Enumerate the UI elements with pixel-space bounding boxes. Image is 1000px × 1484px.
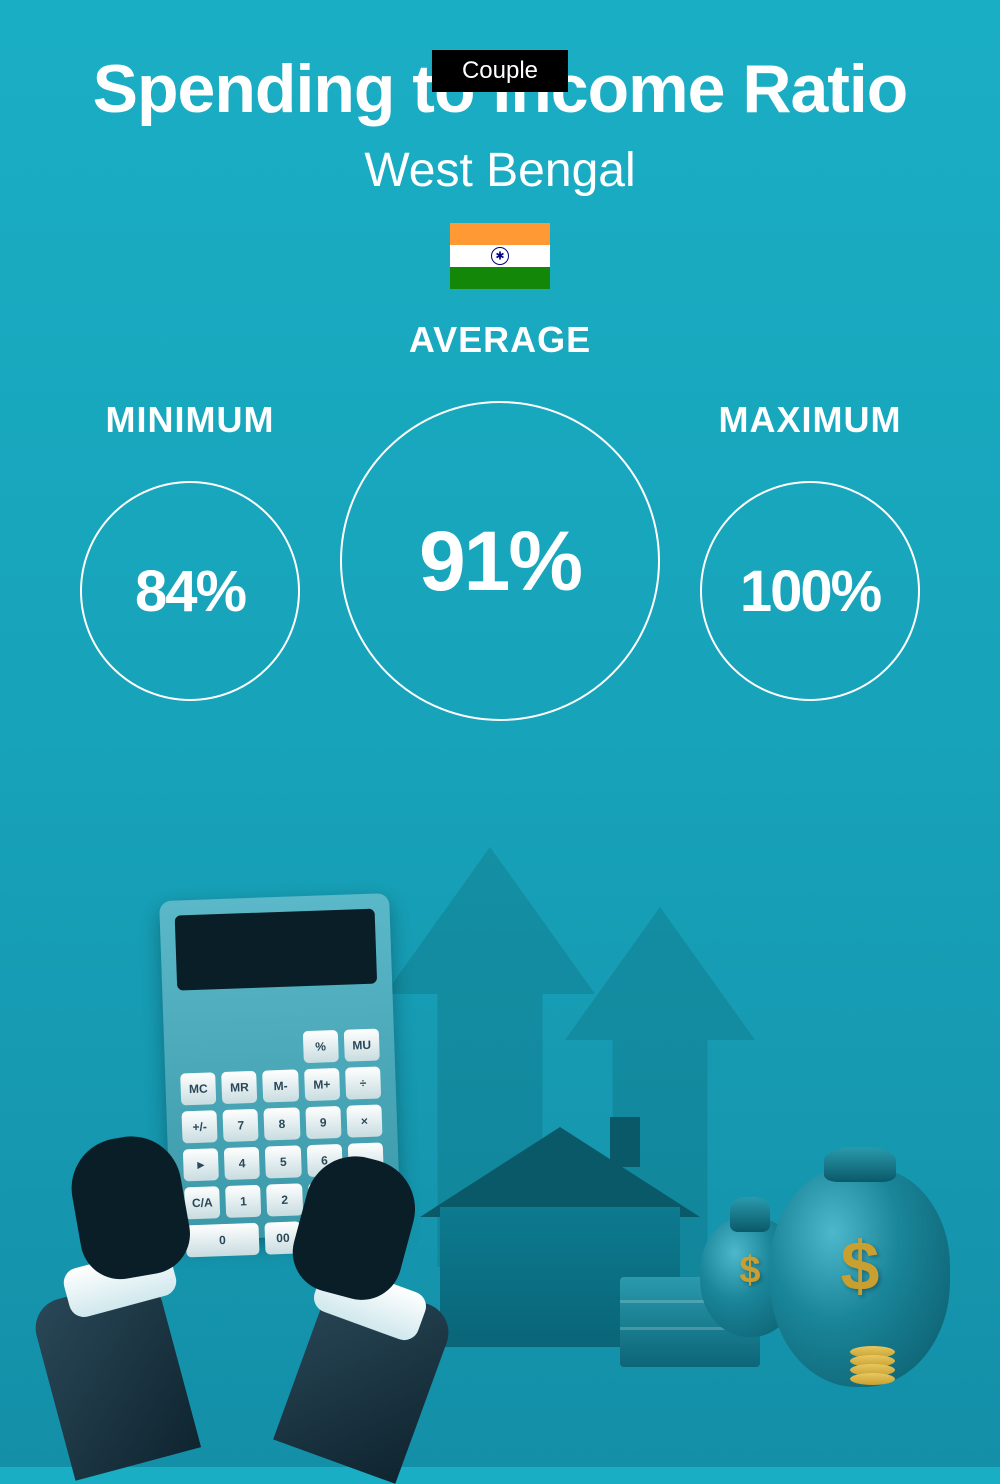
hand — [284, 1145, 426, 1309]
right-hand-icon — [240, 1147, 440, 1467]
minimum-circle: 84% — [80, 481, 300, 701]
left-hand-icon — [30, 1087, 260, 1467]
flag-stripe-green — [450, 267, 550, 289]
stat-minimum: MINIMUM 84% — [80, 399, 300, 701]
maximum-value: 100% — [740, 558, 880, 625]
bottom-illustration: $ $ % MU MC MR M- M+ ÷ — [0, 837, 1000, 1467]
calc-key: 9 — [305, 1106, 341, 1139]
stat-average: AVERAGE 91% — [340, 319, 660, 721]
hand — [64, 1129, 197, 1286]
dollar-icon: $ — [739, 1250, 760, 1293]
bag-tie — [730, 1197, 770, 1232]
coin-stack-icon — [850, 1346, 895, 1382]
flag-stripe-saffron — [450, 223, 550, 245]
coin — [850, 1373, 895, 1385]
minimum-value: 84% — [135, 558, 245, 625]
dollar-icon: $ — [841, 1226, 880, 1306]
minimum-label: MINIMUM — [106, 399, 275, 441]
calculator-screen — [175, 909, 377, 991]
calc-key: MU — [344, 1029, 380, 1062]
calc-key: % — [302, 1030, 338, 1063]
calc-row: % MU — [179, 1029, 380, 1068]
maximum-circle: 100% — [700, 481, 920, 701]
maximum-label: MAXIMUM — [719, 399, 902, 441]
hands-calculator-icon: % MU MC MR M- M+ ÷ +/- 7 8 9 × ► 4 5 6 — [30, 867, 480, 1467]
average-circle: 91% — [340, 401, 660, 721]
flag-stripe-white — [450, 245, 550, 267]
region-subtitle: West Bengal — [0, 143, 1000, 198]
india-flag-icon — [450, 223, 550, 289]
bag-tie — [824, 1147, 896, 1182]
calc-key: M+ — [304, 1068, 340, 1101]
stats-row: MINIMUM 84% AVERAGE 91% MAXIMUM 100% — [0, 379, 1000, 721]
category-badge: Couple — [432, 50, 568, 92]
ashoka-chakra-icon — [491, 247, 509, 265]
average-label: AVERAGE — [409, 319, 591, 361]
stat-maximum: MAXIMUM 100% — [700, 399, 920, 701]
average-value: 91% — [419, 513, 581, 610]
calc-key: 8 — [264, 1107, 300, 1140]
calc-key: × — [346, 1104, 382, 1137]
calc-key: M- — [263, 1069, 299, 1102]
calc-key: ÷ — [345, 1067, 381, 1100]
